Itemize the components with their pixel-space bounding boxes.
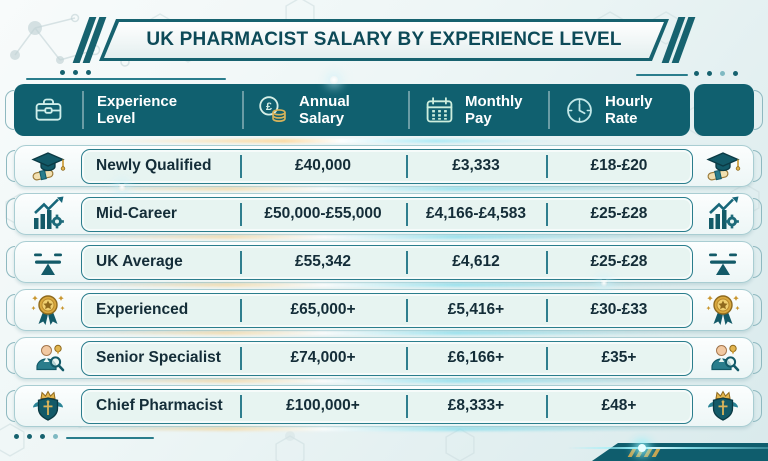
row-content: Mid-Career £50,000-£55,000 £4,166-£4,583… (81, 196, 693, 232)
monthly-pay-cell: £6,166+ (406, 342, 546, 375)
growth-chart-icon (15, 194, 81, 234)
table-row-experienced: Experienced £65,000+ £5,416+ £30-£33 (6, 289, 754, 331)
header-annual-salary: Annual Salary (242, 84, 408, 136)
clock-icon (563, 94, 596, 127)
table-header-main: Experience Level Annual Salary Monthly Pay (14, 84, 690, 136)
hourly-rate-cell: £25-£28 (546, 198, 692, 231)
salary-table: Experience Level Annual Salary Monthly Pay (5, 84, 763, 433)
hourly-rate-cell: £30-£33 (546, 294, 692, 327)
row-content: UK Average £55,342 £4,612 £25-£28 (81, 244, 693, 280)
page-title: UK PHARMACIST SALARY BY EXPERIENCE LEVEL (146, 29, 622, 50)
title-banner-inner: UK PHARMACIST SALARY BY EXPERIENCE LEVEL (104, 22, 664, 58)
monthly-pay-cell: £8,333+ (406, 390, 546, 423)
award-rosette-icon (15, 290, 81, 330)
sparkle-decoration (330, 76, 338, 84)
hourly-rate-cell: £48+ (546, 390, 692, 423)
header-label: Annual Salary (299, 92, 350, 127)
annual-salary-cell: £50,000-£55,000 (240, 198, 406, 231)
calendar-icon (423, 94, 456, 127)
title-banner: UK PHARMACIST SALARY BY EXPERIENCE LEVEL (72, 17, 696, 63)
award-rosette-icon (693, 290, 753, 330)
table-row-mid-career: Mid-Career £50,000-£55,000 £4,166-£4,583… (6, 193, 754, 235)
chief-shield-icon (15, 386, 81, 426)
experience-level-cell: Senior Specialist (96, 349, 221, 366)
balance-scale-icon (15, 242, 81, 282)
experience-level-cell: UK Average (96, 253, 183, 270)
row-content: Senior Specialist £74,000+ £6,166+ £35+ (81, 340, 693, 376)
corner-banner-decoration (592, 443, 768, 461)
chief-shield-icon (693, 386, 753, 426)
hourly-rate-cell: £18-£20 (546, 150, 692, 183)
row-content: Chief Pharmacist £100,000+ £8,333+ £48+ (81, 388, 693, 424)
gold-dash-decoration (651, 449, 661, 457)
row-content: Experienced £65,000+ £5,416+ £30-£33 (81, 292, 693, 328)
header-hourly-rate: Hourly Rate (548, 84, 690, 136)
header-label: Hourly Rate (605, 92, 653, 127)
experience-level-cell: Newly Qualified (96, 157, 212, 174)
senior-specialist-icon (15, 338, 81, 378)
glow-line-decoration (568, 447, 768, 449)
experience-level-cell: Experienced (96, 301, 189, 318)
monthly-pay-cell: £4,612 (406, 246, 546, 279)
table-row-uk-average: UK Average £55,342 £4,612 £25-£28 (6, 241, 754, 283)
pound-coins-icon (257, 94, 290, 127)
glow-dot-decoration (638, 444, 646, 452)
table-row-newly-qualified: Newly Qualified £40,000 £3,333 £18-£20 (6, 145, 754, 187)
line-decoration (66, 437, 154, 439)
monthly-pay-cell: £3,333 (406, 150, 546, 183)
growth-chart-icon (693, 194, 753, 234)
hourly-rate-cell: £25-£28 (546, 246, 692, 279)
graduation-cap-icon (15, 146, 81, 186)
table-row-senior-specialist: Senior Specialist £74,000+ £6,166+ £35+ (6, 337, 754, 379)
hourly-rate-cell: £35+ (546, 342, 692, 375)
dots-decoration (14, 434, 58, 439)
senior-specialist-icon (693, 338, 753, 378)
table-row-chief-pharmacist: Chief Pharmacist £100,000+ £8,333+ £48+ (6, 385, 754, 427)
header-experience-level: Experience Level (82, 84, 242, 136)
table-header: Experience Level Annual Salary Monthly Pay (5, 84, 763, 136)
dots-decoration (60, 70, 91, 75)
balance-scale-icon (693, 242, 753, 282)
line-decoration (26, 78, 226, 80)
annual-salary-cell: £55,342 (240, 246, 406, 279)
briefcase-icon (14, 84, 82, 136)
line-decoration (636, 74, 688, 76)
annual-salary-cell: £65,000+ (240, 294, 406, 327)
monthly-pay-cell: £5,416+ (406, 294, 546, 327)
experience-level-cell: Chief Pharmacist (96, 397, 223, 414)
monthly-pay-cell: £4,166-£4,583 (406, 198, 546, 231)
annual-salary-cell: £40,000 (240, 150, 406, 183)
annual-salary-cell: £100,000+ (240, 390, 406, 423)
header-monthly-pay: Monthly Pay (408, 84, 548, 136)
experience-level-cell: Mid-Career (96, 205, 177, 222)
header-label: Experience Level (97, 92, 178, 127)
table-header-end-block (694, 84, 754, 136)
annual-salary-cell: £74,000+ (240, 342, 406, 375)
dots-decoration (694, 71, 738, 76)
header-label: Monthly Pay (465, 92, 523, 127)
graduation-cap-icon (693, 146, 753, 186)
row-content: Newly Qualified £40,000 £3,333 £18-£20 (81, 148, 693, 184)
